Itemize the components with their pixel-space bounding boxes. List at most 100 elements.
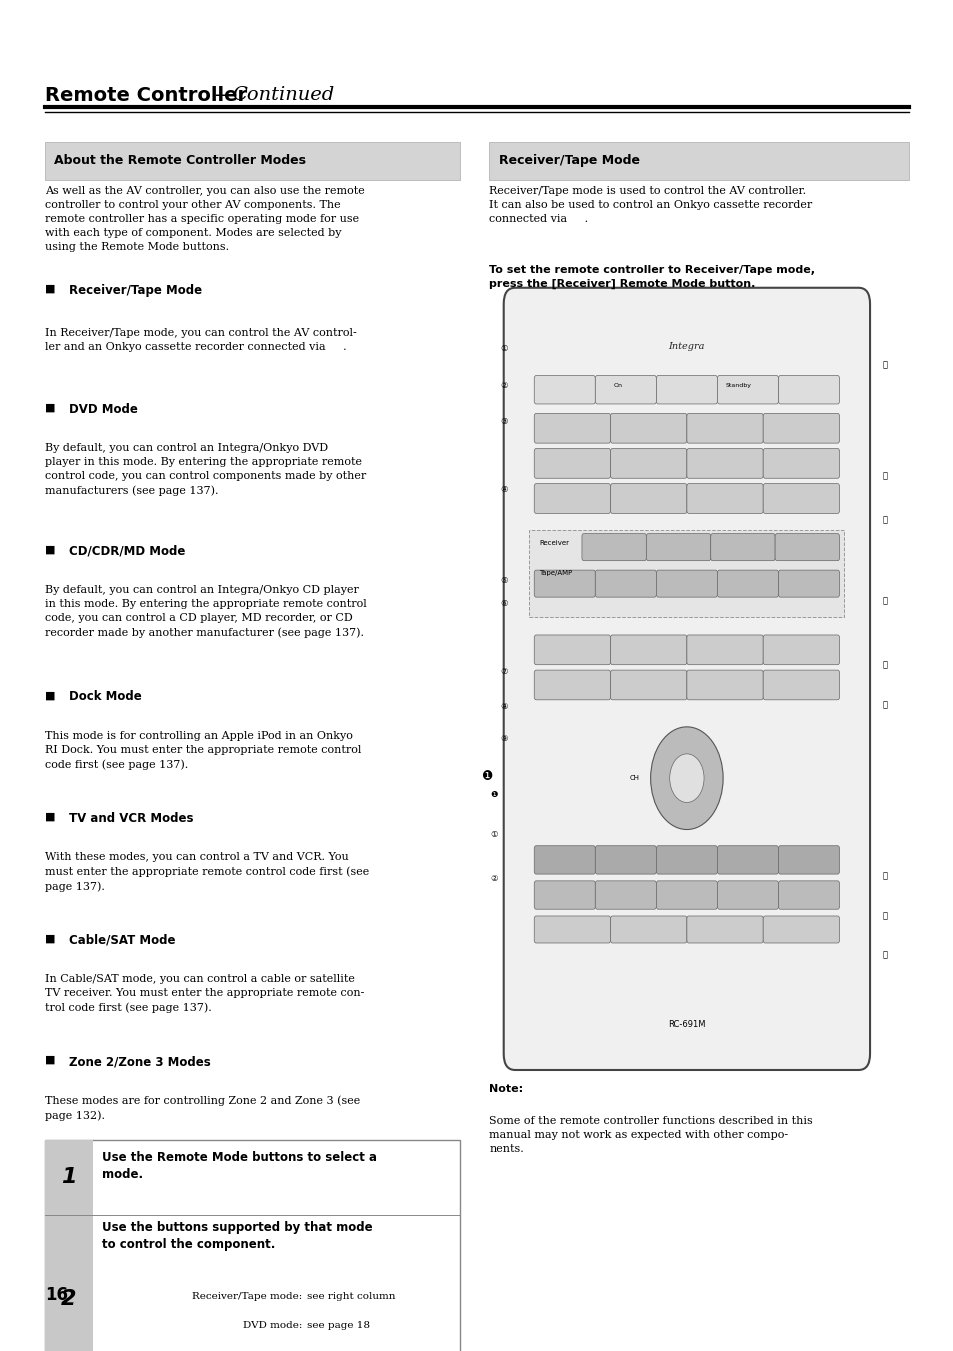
FancyBboxPatch shape [656,570,717,597]
Text: ■: ■ [45,544,55,554]
Text: ①: ① [490,831,497,839]
FancyBboxPatch shape [686,413,762,443]
Text: ■: ■ [45,403,55,412]
FancyBboxPatch shape [489,142,908,180]
Text: DVD mode:: DVD mode: [243,1321,302,1331]
Text: ⑹: ⑹ [882,951,887,959]
Text: ■: ■ [45,690,55,700]
FancyBboxPatch shape [534,570,595,597]
Text: ■: ■ [45,284,55,293]
FancyBboxPatch shape [656,881,717,909]
Text: About the Remote Controller Modes: About the Remote Controller Modes [54,154,306,168]
Text: Receiver/Tape Mode: Receiver/Tape Mode [498,154,639,168]
FancyBboxPatch shape [762,670,839,700]
Text: To set the remote controller to Receiver/Tape mode,
press the [Receiver] Remote : To set the remote controller to Receiver… [489,265,815,289]
FancyBboxPatch shape [45,142,459,180]
Text: ②: ② [490,874,497,882]
Text: 2: 2 [61,1289,76,1309]
FancyBboxPatch shape [45,1140,92,1215]
FancyBboxPatch shape [595,376,656,404]
Text: Standby: Standby [724,382,751,388]
FancyBboxPatch shape [686,916,762,943]
Text: Dock Mode: Dock Mode [69,690,141,704]
Text: ⑱: ⑱ [882,361,887,369]
Text: ④: ④ [499,485,507,493]
FancyBboxPatch shape [610,670,686,700]
Text: CH: CH [629,775,639,781]
FancyBboxPatch shape [762,484,839,513]
FancyBboxPatch shape [656,846,717,874]
Text: This mode is for controlling an Apple iPod in an Onkyo
RI Dock. You must enter t: This mode is for controlling an Apple iP… [45,731,361,770]
FancyBboxPatch shape [610,635,686,665]
Text: 16: 16 [45,1286,68,1304]
FancyBboxPatch shape [610,413,686,443]
FancyBboxPatch shape [610,449,686,478]
FancyBboxPatch shape [686,484,762,513]
Text: Tape/AMP: Tape/AMP [538,570,572,576]
FancyBboxPatch shape [534,376,595,404]
Text: ■: ■ [45,1055,55,1065]
FancyBboxPatch shape [534,670,610,700]
Text: Zone 2/Zone 3 Modes: Zone 2/Zone 3 Modes [69,1055,211,1069]
Text: ⑷: ⑷ [882,871,887,880]
Text: see page 18: see page 18 [307,1321,370,1331]
FancyBboxPatch shape [778,846,839,874]
FancyBboxPatch shape [534,635,610,665]
FancyBboxPatch shape [534,449,610,478]
FancyBboxPatch shape [534,846,595,874]
Text: Receiver/Tape mode:: Receiver/Tape mode: [192,1292,302,1301]
FancyBboxPatch shape [762,413,839,443]
Text: Some of the remote controller functions described in this
manual may not work as: Some of the remote controller functions … [489,1116,812,1154]
Text: Use the Remote Mode buttons to select a
mode.: Use the Remote Mode buttons to select a … [102,1151,376,1181]
Text: In Cable/SAT mode, you can control a cable or satellite
TV receiver. You must en: In Cable/SAT mode, you can control a cab… [45,974,364,1013]
FancyBboxPatch shape [762,635,839,665]
Text: With these modes, you can control a TV and VCR. You
must enter the appropriate r: With these modes, you can control a TV a… [45,852,369,892]
FancyBboxPatch shape [778,376,839,404]
FancyBboxPatch shape [717,570,778,597]
FancyBboxPatch shape [610,484,686,513]
Text: Continued: Continued [232,86,334,104]
Text: ⑧: ⑧ [499,703,507,711]
Text: TV and VCR Modes: TV and VCR Modes [69,812,193,825]
Text: see right column: see right column [307,1292,395,1301]
Text: Receiver/Tape mode is used to control the AV controller.
It can also be used to : Receiver/Tape mode is used to control th… [489,186,812,224]
Text: Receiver/Tape Mode: Receiver/Tape Mode [69,284,202,297]
Text: As well as the AV controller, you can also use the remote
controller to control : As well as the AV controller, you can al… [45,186,364,253]
FancyBboxPatch shape [595,846,656,874]
FancyBboxPatch shape [762,916,839,943]
FancyBboxPatch shape [710,534,774,561]
Text: Note:: Note: [489,1084,523,1093]
FancyBboxPatch shape [778,881,839,909]
Text: ②: ② [499,381,507,389]
Text: Cable/SAT Mode: Cable/SAT Mode [69,934,175,947]
FancyBboxPatch shape [534,413,610,443]
Text: ⑦: ⑦ [499,667,507,676]
FancyBboxPatch shape [534,881,595,909]
Circle shape [669,754,703,802]
FancyBboxPatch shape [717,881,778,909]
FancyBboxPatch shape [717,376,778,404]
Text: ⑤: ⑤ [499,577,507,585]
FancyBboxPatch shape [686,635,762,665]
Text: ❶: ❶ [480,770,492,784]
FancyBboxPatch shape [534,916,610,943]
Text: ⑵: ⑵ [882,661,887,669]
Text: ⑸: ⑸ [882,912,887,920]
Text: —: — [214,86,234,105]
Text: ⑴: ⑴ [882,597,887,605]
Text: ■: ■ [45,812,55,821]
Text: By default, you can control an Integra/Onkyo DVD
player in this mode. By enterin: By default, you can control an Integra/O… [45,443,366,496]
Text: In Receiver/Tape mode, you can control the AV control-
ler and an Onkyo cassette: In Receiver/Tape mode, you can control t… [45,328,356,353]
Text: 1: 1 [61,1167,76,1188]
Text: ⑥: ⑥ [499,600,507,608]
FancyBboxPatch shape [778,570,839,597]
Text: ❶: ❶ [490,790,497,798]
FancyBboxPatch shape [717,846,778,874]
FancyBboxPatch shape [534,484,610,513]
Text: Receiver: Receiver [538,540,568,546]
Text: ⑲: ⑲ [882,471,887,480]
FancyBboxPatch shape [595,570,656,597]
Text: ⑨: ⑨ [499,735,507,743]
Text: ①: ① [499,345,507,353]
FancyBboxPatch shape [686,670,762,700]
